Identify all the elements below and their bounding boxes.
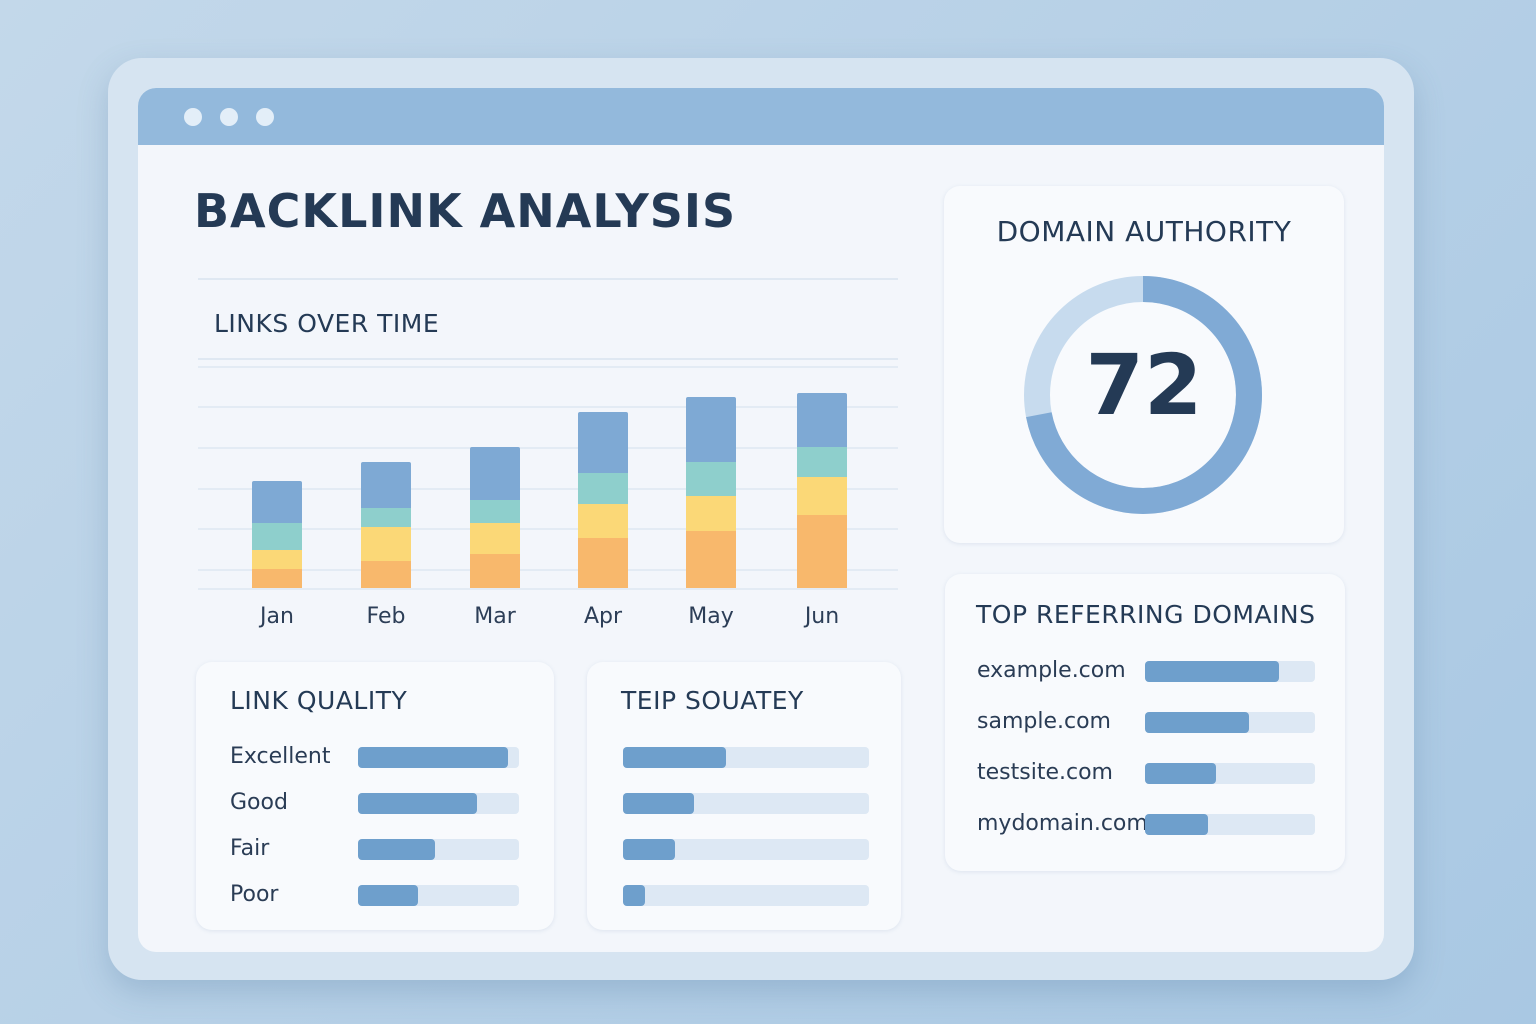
domain-authority-card: DOMAIN AUTHORITY 72 xyxy=(944,186,1344,543)
referring-domain-row-label: example.com xyxy=(977,658,1126,683)
link-quality-row-bar-fill xyxy=(358,793,478,814)
bar-segment-feb-4 xyxy=(361,462,411,508)
secondary-metric-row-bar-fill xyxy=(623,747,727,768)
bar-segment-jan-3 xyxy=(252,523,302,550)
referring-domain-row-bar-track xyxy=(1145,661,1315,682)
bar-segment-may-3 xyxy=(686,462,736,497)
x-tick-label: Jan xyxy=(260,604,294,629)
bar-segment-jan-4 xyxy=(252,481,302,524)
bar-segment-jun-4 xyxy=(797,393,847,447)
x-tick-label: Apr xyxy=(583,604,623,629)
referring-domain-row-bar-fill xyxy=(1145,712,1249,733)
secondary-metric-row-bar-track xyxy=(623,885,869,906)
link-quality-row-bar-fill xyxy=(358,885,418,906)
bar-segment-apr-2 xyxy=(578,504,628,539)
gridline xyxy=(198,447,898,449)
bar-segment-mar-4 xyxy=(470,446,520,501)
referring-domain-row-bar-track xyxy=(1145,763,1315,784)
referring-domain-row-label: testsite.com xyxy=(977,760,1113,785)
bar-segment-apr-4 xyxy=(578,412,628,474)
bar-segment-may-2 xyxy=(686,496,736,531)
secondary-metric-title: TEIP SOUATEY xyxy=(621,686,804,715)
divider xyxy=(198,358,898,360)
page-title: BACKLINK ANALYSIS xyxy=(194,184,737,238)
referring-domain-row-bar-fill xyxy=(1145,661,1280,682)
x-tick-label: Jun xyxy=(804,604,840,629)
x-tick-label: Feb xyxy=(366,604,406,629)
top-referring-domains-card: TOP REFERRING DOMAINS example.com sample.… xyxy=(945,574,1345,871)
link-quality-row-bar-fill xyxy=(358,839,436,860)
referring-domain-row-bar-fill xyxy=(1145,763,1217,784)
referring-domain-row-label: sample.com xyxy=(977,709,1111,734)
link-quality-row-label: Poor xyxy=(230,882,279,907)
link-quality-row-bar-track xyxy=(358,839,519,860)
window-minimize-dot[interactable] xyxy=(220,108,238,126)
link-quality-title: LINK QUALITY xyxy=(230,686,408,715)
bar-segment-jun-2 xyxy=(797,477,847,516)
referring-domain-row-label: mydomain.com xyxy=(977,811,1148,836)
secondary-metric-row-bar-track xyxy=(623,747,869,768)
links-over-time-title: LINKS OVER TIME xyxy=(214,309,440,338)
domain-authority-title: DOMAIN AUTHORITY xyxy=(996,215,1292,248)
bar-segment-feb-2 xyxy=(361,526,411,562)
secondary-metric-card: TEIP SOUATEY xyxy=(587,662,901,930)
link-quality-row-bar-fill xyxy=(358,747,508,768)
bar-segment-jun-1 xyxy=(797,515,847,588)
bar-segment-mar-3 xyxy=(470,500,520,524)
link-quality-row-label: Excellent xyxy=(230,744,331,769)
app-window: BACKLINK ANALYSIS LINKS OVER TIME Jan Feb… xyxy=(138,88,1384,952)
top-referring-domains-title: TOP REFERRING DOMAINS xyxy=(976,600,1316,629)
secondary-metric-row-bar-track xyxy=(623,793,869,814)
secondary-metric-row-bar-track xyxy=(623,839,869,860)
window-close-dot[interactable] xyxy=(184,108,202,126)
secondary-metric-row-bar-fill xyxy=(623,793,695,814)
gridline xyxy=(198,528,898,530)
gridline xyxy=(198,406,898,408)
bar-segment-apr-3 xyxy=(578,473,628,504)
bar-segment-apr-1 xyxy=(578,538,628,588)
bar-segment-mar-2 xyxy=(470,523,520,554)
divider xyxy=(198,278,898,280)
domain-authority-value: 72 xyxy=(1085,336,1203,434)
x-tick-label: May xyxy=(688,604,734,629)
referring-domain-row-bar-track xyxy=(1145,814,1315,835)
link-quality-row-bar-track xyxy=(358,793,519,814)
bar-segment-may-1 xyxy=(686,530,736,588)
gridline xyxy=(198,488,898,490)
title-bar xyxy=(138,88,1384,145)
link-quality-row-label: Fair xyxy=(230,836,270,861)
referring-domain-row-bar-track xyxy=(1145,712,1315,733)
link-quality-row-label: Good xyxy=(230,790,288,815)
domain-authority-gauge xyxy=(1024,276,1262,514)
link-quality-row-bar-track xyxy=(358,885,519,906)
secondary-metric-row-bar-fill xyxy=(623,839,675,860)
window-maximize-dot[interactable] xyxy=(256,108,274,126)
bar-segment-feb-1 xyxy=(361,561,411,588)
bar-segment-may-4 xyxy=(686,397,736,462)
referring-domain-row-bar-fill xyxy=(1145,814,1208,835)
bar-segment-jun-3 xyxy=(797,446,847,478)
gridline xyxy=(198,588,898,590)
link-quality-card: LINK QUALITY Excellent Good Fair Poor xyxy=(196,662,554,930)
x-tick-label: Mar xyxy=(474,604,516,629)
gauge-fill xyxy=(1024,276,1262,514)
bar-segment-jan-1 xyxy=(252,568,302,588)
gridline xyxy=(198,366,898,368)
gridline xyxy=(198,569,898,571)
bar-segment-jan-2 xyxy=(252,549,302,569)
bar-segment-feb-3 xyxy=(361,507,411,527)
bar-segment-mar-1 xyxy=(470,553,520,588)
links-over-time-chart: Jan Feb Mar Apr May Jun xyxy=(198,353,898,653)
secondary-metric-row-bar-fill xyxy=(623,885,646,906)
link-quality-row-bar-track xyxy=(358,747,519,768)
